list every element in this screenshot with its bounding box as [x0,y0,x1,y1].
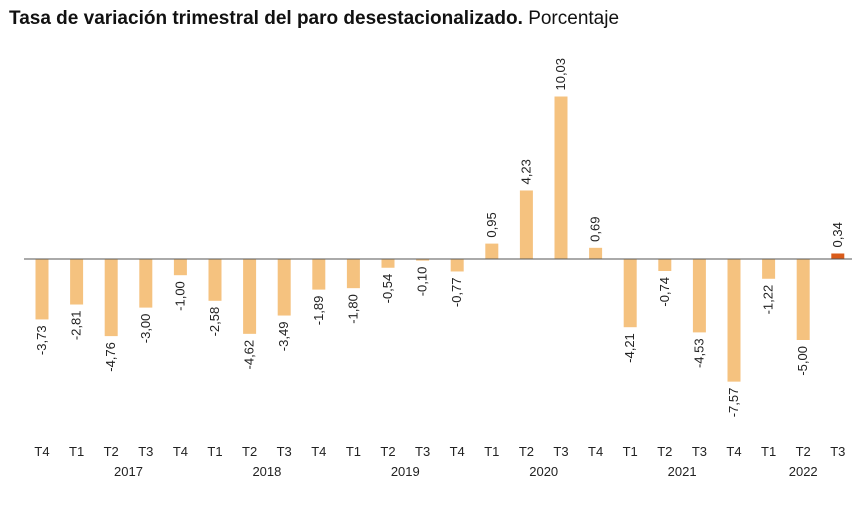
tick-label-5: T1 [207,444,222,459]
value-label-10: -0,54 [380,274,395,304]
tick-label-18: T2 [657,444,672,459]
tick-label-8: T4 [311,444,326,459]
bar-22 [796,259,810,340]
bar-21 [762,259,776,279]
tick-label-13: T1 [484,444,499,459]
tick-label-10: T2 [380,444,395,459]
bar-4 [173,259,187,276]
year-label-0: 2017 [114,464,143,479]
tick-label-2: T2 [104,444,119,459]
value-label-9: -1,80 [345,294,360,324]
bar-23 [831,253,845,259]
value-label-2: -4,76 [103,342,118,372]
value-label-8: -1,89 [311,296,326,326]
year-label-5: 2022 [789,464,818,479]
tick-label-17: T1 [623,444,638,459]
value-label-14: 4,23 [518,159,533,184]
chart-subtitle: Porcentaje [528,8,620,29]
tick-label-20: T4 [726,444,741,459]
value-label-23: 0,34 [830,222,845,247]
bar-16 [589,247,603,259]
value-label-7: -3,49 [276,322,291,352]
value-label-3: -3,00 [138,314,153,344]
value-label-5: -2,58 [207,307,222,337]
tick-label-3: T3 [138,444,153,459]
value-label-20: -7,57 [726,388,741,418]
chart-title: Tasa de variación trimestral del paro de… [9,8,523,29]
bar-3 [139,259,153,308]
bar-11 [416,259,430,261]
bar-10 [381,259,395,268]
bar-2 [104,259,118,337]
bar-8 [312,259,326,290]
bar-12 [450,259,464,272]
tick-label-7: T3 [277,444,292,459]
bar-17 [623,259,637,328]
value-label-19: -4,53 [691,338,706,368]
tick-label-16: T4 [588,444,603,459]
value-label-6: -4,62 [242,340,257,370]
value-label-21: -1,22 [761,285,776,315]
tick-label-14: T2 [519,444,534,459]
tick-label-23: T3 [830,444,845,459]
chart-title-line: Tasa de variación trimestral del paro de… [9,8,619,30]
value-label-18: -0,74 [657,277,672,307]
bar-13 [485,243,499,259]
bar-19 [692,259,706,333]
year-label-1: 2018 [252,464,281,479]
bar-20 [727,259,741,382]
tick-label-22: T2 [796,444,811,459]
value-label-16: 0,69 [588,217,603,242]
year-label-4: 2021 [668,464,697,479]
tick-label-1: T1 [69,444,84,459]
tick-label-21: T1 [761,444,776,459]
bar-0 [35,259,49,320]
value-label-11: -0,10 [415,267,430,297]
bar-7 [277,259,291,316]
value-label-4: -1,00 [172,281,187,311]
bar-1 [70,259,84,305]
value-label-17: -4,21 [622,333,637,363]
bar-9 [346,259,360,289]
year-label-2: 2019 [391,464,420,479]
value-label-22: -5,00 [795,346,810,376]
value-label-12: -0,77 [449,277,464,307]
value-label-0: -3,73 [34,325,49,355]
tick-label-4: T4 [173,444,188,459]
bar-14 [519,190,533,259]
tick-label-9: T1 [346,444,361,459]
year-label-3: 2020 [529,464,558,479]
value-label-1: -2,81 [69,311,84,341]
tick-label-15: T3 [553,444,568,459]
tick-label-0: T4 [34,444,49,459]
bar-18 [658,259,672,271]
value-label-15: 10,03 [553,58,568,91]
tick-label-12: T4 [450,444,465,459]
tick-label-11: T3 [415,444,430,459]
tick-label-6: T2 [242,444,257,459]
value-label-13: 0,95 [484,212,499,237]
tick-label-19: T3 [692,444,707,459]
bar-6 [243,259,257,334]
bar-5 [208,259,222,301]
bar-15 [554,96,568,259]
